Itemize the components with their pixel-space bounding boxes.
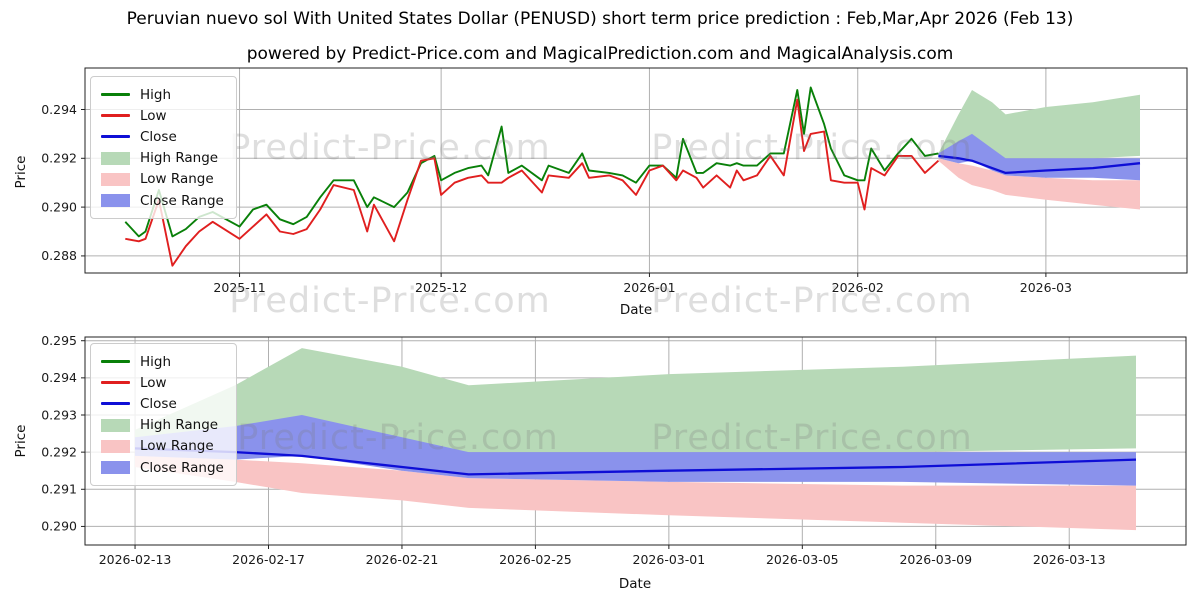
legend-label: High [140, 86, 172, 103]
legend-top-chart: High Low Close High Range Low Range Close Ran… [90, 76, 237, 220]
y-axis-label-bottom: Price [13, 424, 29, 458]
x-tick-label: 2025-11 [213, 280, 265, 295]
chart-subtitle: powered by Predict-Price.com and Magical… [246, 44, 954, 64]
high-line [124, 86, 939, 238]
legend-patch-swatch [101, 172, 130, 186]
legend-patch-swatch [101, 151, 130, 165]
high-range-band [938, 90, 1140, 159]
legend-item-close-range: Close Range [101, 457, 224, 478]
legend-label: Low Range [140, 171, 214, 188]
legend-patch-swatch [101, 461, 130, 475]
legend-line-swatch [101, 360, 130, 364]
plot-frame [84, 67, 1188, 274]
legend-item-low: Low [101, 105, 224, 126]
legend-line-swatch [101, 93, 130, 97]
x-tick-label: 2026-03 [1020, 280, 1072, 295]
legend-line-swatch [101, 402, 130, 406]
y-tick-label: 0.295 [41, 333, 77, 348]
y-tick-label: 0.294 [41, 102, 77, 117]
legend-item-high-range: High Range [101, 148, 224, 169]
close-line [938, 154, 1141, 175]
x-tick-label: 2025-12 [415, 280, 467, 295]
legend-item-low-range: Low Range [101, 169, 224, 190]
legend-line-swatch [101, 114, 130, 118]
legend-label: Low [140, 107, 167, 124]
chart-price-history-with-prediction: 0.288 0.290 0.292 0.294 2025-11 2025-12 2026-0… [41, 67, 1188, 295]
x-axis-label-bottom: Date [618, 576, 652, 592]
y-tick-label: 0.288 [41, 248, 77, 263]
x-tick-label: 2026-02-13 [99, 552, 172, 567]
x-tick-label: 2026-03-01 [633, 552, 706, 567]
legend-label: Low [140, 374, 167, 391]
legend-label: Low Range [140, 438, 214, 455]
y-tick-label: 0.291 [41, 482, 77, 497]
legend-patch-swatch [101, 194, 130, 208]
legend-item-close: Close [101, 126, 224, 147]
legend-label: High Range [140, 150, 219, 167]
low-range-band [135, 452, 1136, 531]
legend-line-swatch [101, 381, 130, 385]
legend-bottom-chart: High Low Close High Range Low Range Close Ran… [90, 343, 237, 487]
plot-frame [84, 336, 1187, 546]
x-tick-label: 2026-01 [623, 280, 675, 295]
legend-label: Close Range [140, 459, 224, 476]
legend-item-close-range: Close Range [101, 190, 224, 211]
y-tick-label: 0.293 [41, 407, 77, 422]
legend-label: Close Range [140, 192, 224, 209]
y-axis-label-top: Price [13, 155, 29, 189]
legend-line-swatch [101, 135, 130, 139]
x-tick-label: 2026-02-25 [499, 552, 572, 567]
legend-item-close: Close [101, 393, 224, 414]
low-range-band [938, 158, 1140, 210]
legend-label: High [140, 353, 172, 370]
x-axis-label-top: Date [619, 302, 653, 318]
legend-item-high-range: High Range [101, 415, 224, 436]
low-line [125, 98, 940, 267]
y-tick-label: 0.294 [41, 370, 77, 385]
x-tick-label: 2026-03-13 [1033, 552, 1106, 567]
legend-item-low-range: Low Range [101, 436, 224, 457]
legend-label: Close [140, 128, 177, 145]
y-tick-label: 0.290 [41, 199, 77, 214]
legend-label: High Range [140, 417, 219, 434]
legend-item-high: High [101, 84, 224, 105]
x-tick-label: 2026-02-17 [232, 552, 305, 567]
y-tick-label: 0.292 [41, 151, 77, 166]
chart-title: Peruvian nuevo sol With United States Do… [126, 9, 1074, 29]
chart-prediction-detail: 0.290 0.291 0.292 0.293 0.294 0.295 2026-02-13… [41, 333, 1187, 567]
close-line [134, 447, 1137, 476]
legend-label: Close [140, 395, 177, 412]
high-range-band [135, 348, 1136, 453]
x-tick-label: 2026-03-09 [899, 552, 972, 567]
legend-item-low: Low [101, 372, 224, 393]
legend-patch-swatch [101, 418, 130, 432]
y-tick-label: 0.292 [41, 444, 77, 459]
x-tick-label: 2026-02-21 [366, 552, 439, 567]
x-tick-label: 2026-02 [832, 280, 884, 295]
legend-patch-swatch [101, 439, 130, 453]
legend-item-high: High [101, 351, 224, 372]
y-tick-label: 0.290 [41, 519, 77, 534]
x-tick-label: 2026-03-05 [766, 552, 839, 567]
